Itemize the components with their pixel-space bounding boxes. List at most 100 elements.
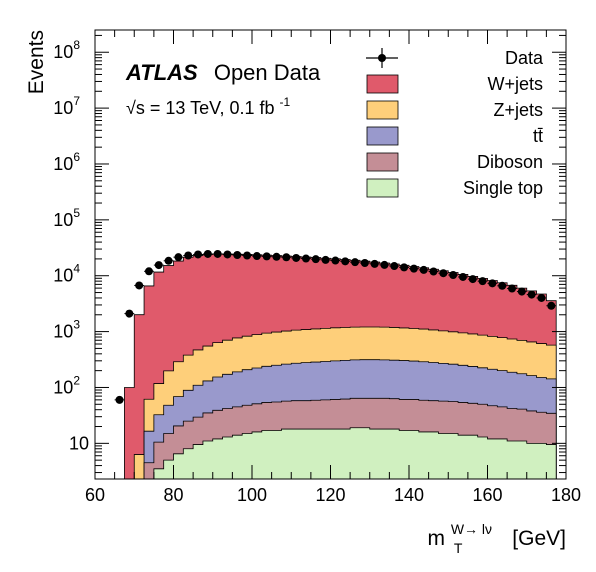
ticks-layer: 60 80 100 120 140 160 180101021031041051061071… (53, 30, 581, 505)
x-axis-label-sup: W→ lν (451, 521, 492, 537)
x-axis-label-main: m (427, 527, 445, 550)
data-point (380, 260, 389, 269)
data-point (370, 259, 379, 268)
y-tick-label: 103 (53, 318, 80, 342)
y-tick-exp: 4 (73, 262, 80, 276)
legend-label-single-top: Single top (463, 178, 543, 198)
data-point (174, 253, 183, 262)
data-point (449, 271, 458, 280)
data-point (429, 267, 438, 276)
x-tick-label: 160 (472, 485, 502, 505)
legend-swatch-diboson (366, 152, 399, 172)
energy-sup: -1 (280, 95, 291, 109)
y-tick-base: 10 (69, 433, 89, 453)
data-point (252, 252, 261, 261)
data-point (144, 267, 153, 276)
y-tick-label: 106 (53, 150, 80, 174)
data-layer (114, 249, 557, 404)
data-point (527, 290, 536, 299)
y-tick-base: 10 (53, 154, 73, 174)
data-point (125, 309, 134, 318)
y-tick-exp: 5 (73, 206, 80, 220)
legend-label-w-jets: W+jets (487, 74, 543, 94)
data-point (243, 251, 252, 260)
legend-label-tt-: tt̄ (533, 126, 543, 146)
experiment-label: ATLAS (125, 60, 198, 85)
svg-text:ATLAS Open Data: ATLAS Open Data (125, 60, 321, 85)
data-point (400, 263, 409, 272)
legend-swatch-z-jets (366, 100, 399, 120)
data-point (223, 250, 232, 259)
data-point (311, 255, 320, 264)
x-tick-label: 100 (237, 485, 267, 505)
legend-swatch-w-jets (366, 74, 399, 94)
data-point (478, 277, 487, 286)
data-point (282, 253, 291, 262)
legend-marker-data (378, 54, 386, 62)
y-tick-exp: 7 (73, 94, 80, 108)
x-tick-label: 80 (163, 485, 183, 505)
data-point (468, 275, 477, 284)
data-point (390, 262, 399, 271)
data-point (537, 293, 546, 302)
svg-text:√s = 13 TeV, 0.1 fb -1: √s = 13 TeV, 0.1 fb -1 (126, 95, 291, 118)
y-tick-exp: 8 (73, 38, 80, 52)
legend: Data W+jets Z+jets tt̄ Diboson Single top (366, 48, 544, 198)
legend-label-z-jets: Z+jets (493, 100, 543, 120)
data-point (409, 264, 418, 273)
y-tick-exp: 3 (73, 318, 80, 332)
data-point (164, 256, 173, 265)
data-point (272, 252, 281, 261)
y-tick-base: 10 (53, 210, 73, 230)
data-point (351, 258, 360, 267)
legend-swatch-single-top (366, 178, 399, 198)
y-tick-exp: 6 (73, 150, 80, 164)
data-point (184, 251, 193, 260)
energy-label: √s = 13 TeV, 0.1 fb (126, 98, 275, 118)
data-point (213, 249, 222, 258)
y-tick-label: 108 (53, 38, 80, 62)
data-point (292, 253, 301, 262)
y-tick-label: 10 (69, 433, 89, 453)
legend-swatch-tt- (366, 126, 399, 146)
data-point (508, 284, 517, 293)
x-tick-label: 120 (315, 485, 345, 505)
data-point (547, 301, 556, 310)
y-tick-label: 105 (53, 206, 80, 230)
data-point (341, 257, 350, 266)
y-tick-base: 10 (53, 98, 73, 118)
data-point (498, 281, 507, 290)
x-axis-label-unit: [GeV] (512, 527, 566, 550)
stack-layer (104, 253, 557, 479)
y-tick-base: 10 (53, 266, 73, 286)
data-point (517, 287, 526, 296)
y-tick-label: 107 (53, 94, 80, 118)
data-point (360, 258, 369, 267)
y-tick-base: 10 (53, 322, 73, 342)
x-tick-label: 60 (85, 485, 105, 505)
x-axis-label-sub: T (454, 540, 463, 556)
data-point (331, 256, 340, 265)
data-point (115, 395, 124, 404)
x-tick-label: 180 (551, 485, 581, 505)
y-tick-base: 10 (53, 377, 73, 397)
y-axis-label: Events (25, 30, 48, 94)
y-tick-exp: 2 (73, 373, 80, 387)
y-tick-label: 102 (53, 373, 80, 397)
y-tick-label: 104 (53, 262, 80, 286)
data-point (262, 252, 271, 261)
data-point (488, 279, 497, 288)
data-point (203, 249, 212, 258)
data-point (458, 272, 467, 281)
legend-label-data: Data (505, 48, 544, 68)
stack-single-top (104, 427, 557, 479)
data-point (154, 261, 163, 270)
data-point (135, 281, 144, 290)
data-point (194, 250, 203, 259)
x-axis-label: m W→ lν T [GeV] (427, 516, 566, 558)
data-point (321, 255, 330, 264)
y-tick-base: 10 (53, 42, 73, 62)
data-point (419, 265, 428, 274)
label-suffix: Open Data (214, 60, 321, 85)
